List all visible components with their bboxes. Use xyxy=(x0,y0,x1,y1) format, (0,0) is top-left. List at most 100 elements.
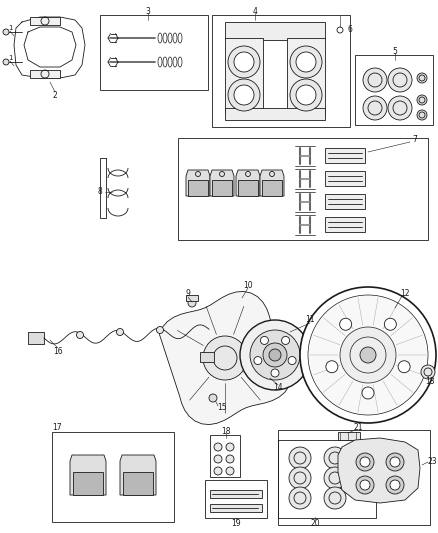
Circle shape xyxy=(356,453,374,471)
Circle shape xyxy=(228,46,260,78)
Circle shape xyxy=(282,336,290,344)
Circle shape xyxy=(263,343,287,367)
Polygon shape xyxy=(260,170,284,196)
Circle shape xyxy=(234,85,254,105)
Circle shape xyxy=(254,357,262,365)
Bar xyxy=(325,148,365,163)
Text: 23: 23 xyxy=(427,457,437,466)
Circle shape xyxy=(308,295,428,415)
Bar xyxy=(287,38,325,113)
Bar xyxy=(225,108,325,120)
Bar xyxy=(278,430,430,525)
Circle shape xyxy=(386,453,404,471)
Circle shape xyxy=(356,476,374,494)
Polygon shape xyxy=(120,455,156,495)
Circle shape xyxy=(214,443,222,451)
Polygon shape xyxy=(159,292,291,425)
Bar xyxy=(325,217,365,232)
Circle shape xyxy=(362,387,374,399)
Circle shape xyxy=(390,480,400,490)
Polygon shape xyxy=(236,170,260,196)
Circle shape xyxy=(289,487,311,509)
Circle shape xyxy=(360,457,370,467)
Circle shape xyxy=(388,68,412,92)
Bar xyxy=(52,432,174,522)
Circle shape xyxy=(296,85,316,105)
Bar xyxy=(278,440,376,518)
Bar xyxy=(210,490,262,498)
Circle shape xyxy=(417,95,427,105)
Bar xyxy=(205,480,267,518)
Circle shape xyxy=(290,46,322,78)
Circle shape xyxy=(188,299,196,307)
Bar xyxy=(325,194,365,209)
Bar xyxy=(30,70,60,78)
Circle shape xyxy=(77,332,84,338)
Bar xyxy=(200,352,214,362)
Text: 6: 6 xyxy=(348,26,353,35)
Text: 4: 4 xyxy=(253,6,258,15)
Text: 17: 17 xyxy=(52,424,62,432)
Circle shape xyxy=(398,361,410,373)
Bar xyxy=(100,15,208,90)
Circle shape xyxy=(386,476,404,494)
Polygon shape xyxy=(188,180,208,196)
Circle shape xyxy=(289,467,311,489)
Polygon shape xyxy=(123,472,153,495)
Bar xyxy=(225,38,263,113)
Polygon shape xyxy=(210,170,234,196)
Polygon shape xyxy=(238,180,258,196)
Text: 1: 1 xyxy=(8,25,12,31)
Text: 2: 2 xyxy=(53,91,57,100)
Circle shape xyxy=(156,327,163,334)
Circle shape xyxy=(3,29,9,35)
Text: 11: 11 xyxy=(305,316,315,325)
Text: 12: 12 xyxy=(400,288,410,297)
Circle shape xyxy=(417,110,427,120)
Circle shape xyxy=(209,394,217,402)
Circle shape xyxy=(324,487,346,509)
Circle shape xyxy=(388,96,412,120)
Circle shape xyxy=(390,457,400,467)
Circle shape xyxy=(214,467,222,475)
Text: 8: 8 xyxy=(98,188,102,197)
Polygon shape xyxy=(338,438,420,503)
Polygon shape xyxy=(212,180,232,196)
Bar xyxy=(225,22,325,40)
Circle shape xyxy=(226,455,234,463)
Bar xyxy=(30,17,60,25)
Circle shape xyxy=(289,447,311,469)
Text: 16: 16 xyxy=(53,348,63,357)
Circle shape xyxy=(261,336,268,344)
Text: 18: 18 xyxy=(221,426,231,435)
Circle shape xyxy=(363,68,387,92)
Circle shape xyxy=(3,59,9,65)
Text: 19: 19 xyxy=(231,519,241,528)
Text: 7: 7 xyxy=(413,135,417,144)
Circle shape xyxy=(363,96,387,120)
Circle shape xyxy=(360,347,376,363)
Bar xyxy=(178,138,428,240)
Text: 9: 9 xyxy=(186,289,191,298)
Bar xyxy=(212,15,350,127)
Polygon shape xyxy=(186,170,210,196)
Bar xyxy=(355,55,433,125)
Circle shape xyxy=(117,328,124,335)
Text: 21: 21 xyxy=(353,424,363,432)
Circle shape xyxy=(384,318,396,330)
Circle shape xyxy=(288,357,296,365)
Circle shape xyxy=(214,455,222,463)
Circle shape xyxy=(417,73,427,83)
Text: 5: 5 xyxy=(392,46,397,55)
Text: 20: 20 xyxy=(310,519,320,528)
Bar xyxy=(186,295,198,301)
Circle shape xyxy=(269,349,281,361)
Circle shape xyxy=(326,361,338,373)
Circle shape xyxy=(360,480,370,490)
Text: 14: 14 xyxy=(273,384,283,392)
Circle shape xyxy=(296,52,316,72)
Circle shape xyxy=(203,336,247,380)
Bar xyxy=(210,435,240,477)
Circle shape xyxy=(226,467,234,475)
Circle shape xyxy=(250,330,300,380)
